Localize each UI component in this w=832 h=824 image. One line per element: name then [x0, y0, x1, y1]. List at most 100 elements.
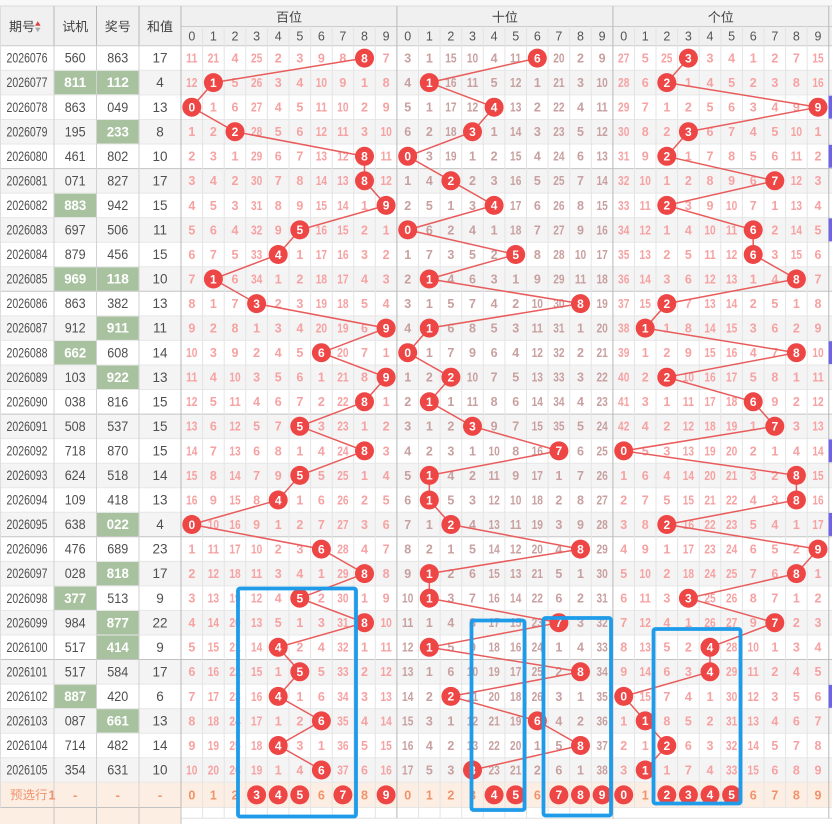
- svg-text:29: 29: [726, 665, 737, 679]
- svg-text:5: 5: [296, 788, 303, 802]
- svg-text:12: 12: [791, 174, 802, 188]
- svg-text:6: 6: [318, 714, 325, 728]
- svg-text:5: 5: [534, 174, 541, 188]
- svg-text:9: 9: [599, 52, 606, 66]
- svg-text:6: 6: [642, 76, 649, 90]
- svg-text:2026098: 2026098: [7, 591, 48, 606]
- svg-text:7: 7: [728, 125, 735, 139]
- svg-text:1: 1: [275, 518, 282, 532]
- svg-text:19: 19: [704, 444, 715, 458]
- svg-text:8: 8: [383, 76, 390, 90]
- svg-text:11: 11: [510, 52, 521, 66]
- svg-text:1: 1: [577, 567, 584, 581]
- svg-text:2026105: 2026105: [7, 763, 48, 778]
- svg-text:13: 13: [316, 150, 327, 164]
- svg-text:25: 25: [553, 174, 564, 188]
- svg-text:15: 15: [812, 469, 823, 483]
- svg-text:2: 2: [210, 322, 217, 336]
- svg-text:17: 17: [152, 566, 167, 581]
- svg-text:9: 9: [599, 788, 606, 802]
- svg-text:1: 1: [815, 125, 822, 139]
- svg-text:28: 28: [251, 125, 262, 139]
- svg-text:863: 863: [65, 296, 86, 311]
- svg-text:33: 33: [251, 248, 262, 262]
- svg-text:4: 4: [491, 30, 498, 44]
- svg-text:15: 15: [152, 394, 167, 409]
- svg-text:870: 870: [107, 444, 128, 459]
- svg-text:1: 1: [426, 616, 433, 630]
- svg-text:802: 802: [107, 149, 128, 164]
- svg-text:14: 14: [208, 616, 219, 630]
- svg-text:4: 4: [469, 223, 476, 237]
- svg-text:1: 1: [793, 518, 800, 532]
- svg-text:5: 5: [296, 346, 303, 360]
- svg-text:7: 7: [253, 469, 260, 483]
- svg-text:3: 3: [534, 125, 541, 139]
- svg-text:7: 7: [620, 616, 627, 630]
- svg-text:30: 30: [726, 690, 737, 704]
- svg-text:2026096: 2026096: [7, 542, 48, 557]
- svg-text:3: 3: [275, 322, 282, 336]
- svg-text:7: 7: [577, 469, 584, 483]
- svg-text:23: 23: [532, 616, 543, 630]
- svg-text:9: 9: [156, 640, 164, 655]
- svg-text:15: 15: [726, 322, 737, 336]
- svg-text:1: 1: [512, 272, 519, 286]
- svg-text:6: 6: [793, 714, 800, 728]
- svg-text:2026100: 2026100: [7, 640, 48, 655]
- svg-text:2: 2: [447, 788, 454, 802]
- svg-text:14: 14: [186, 444, 197, 458]
- svg-text:2: 2: [707, 714, 714, 728]
- svg-text:7: 7: [188, 272, 195, 286]
- svg-text:482: 482: [107, 738, 128, 753]
- svg-text:32: 32: [726, 739, 737, 753]
- svg-text:5: 5: [750, 150, 757, 164]
- svg-text:34: 34: [251, 272, 262, 286]
- svg-text:36: 36: [618, 272, 629, 286]
- svg-text:1: 1: [750, 272, 757, 286]
- svg-text:3: 3: [685, 30, 692, 44]
- svg-text:863: 863: [107, 51, 128, 66]
- svg-text:8: 8: [491, 395, 498, 409]
- svg-text:7: 7: [815, 272, 822, 286]
- svg-text:6: 6: [707, 125, 714, 139]
- svg-text:5: 5: [577, 420, 584, 434]
- svg-text:5: 5: [447, 641, 454, 655]
- svg-text:16: 16: [402, 739, 413, 753]
- svg-text:2026085: 2026085: [7, 272, 48, 287]
- svg-text:26: 26: [553, 199, 564, 213]
- svg-text:2: 2: [188, 567, 195, 581]
- svg-text:6: 6: [577, 444, 584, 458]
- svg-text:13: 13: [229, 444, 240, 458]
- svg-text:1: 1: [426, 346, 433, 360]
- svg-text:112: 112: [107, 75, 129, 90]
- svg-text:4: 4: [318, 641, 325, 655]
- svg-text:7: 7: [685, 297, 692, 311]
- svg-text:2: 2: [577, 714, 584, 728]
- svg-text:2: 2: [275, 543, 282, 557]
- svg-text:6: 6: [275, 395, 282, 409]
- svg-text:15: 15: [316, 199, 327, 213]
- svg-text:1: 1: [469, 150, 476, 164]
- svg-text:10: 10: [640, 174, 651, 188]
- svg-text:12: 12: [186, 395, 197, 409]
- svg-text:20: 20: [726, 444, 737, 458]
- svg-text:2: 2: [663, 125, 670, 139]
- svg-text:2026104: 2026104: [7, 738, 48, 753]
- svg-text:16: 16: [812, 76, 823, 90]
- svg-text:4: 4: [491, 101, 498, 115]
- svg-text:2026101: 2026101: [7, 664, 48, 679]
- svg-text:0: 0: [404, 788, 411, 802]
- svg-text:5: 5: [296, 592, 303, 606]
- svg-text:7: 7: [339, 30, 346, 44]
- svg-text:15: 15: [337, 223, 348, 237]
- svg-text:3: 3: [232, 199, 239, 213]
- svg-text:19: 19: [337, 322, 348, 336]
- svg-text:2026076: 2026076: [7, 51, 48, 66]
- svg-text:8: 8: [275, 199, 282, 213]
- svg-text:118: 118: [107, 272, 129, 287]
- svg-text:1: 1: [210, 101, 217, 115]
- svg-text:4: 4: [447, 616, 454, 630]
- svg-text:8: 8: [361, 51, 368, 65]
- svg-text:38: 38: [596, 763, 607, 777]
